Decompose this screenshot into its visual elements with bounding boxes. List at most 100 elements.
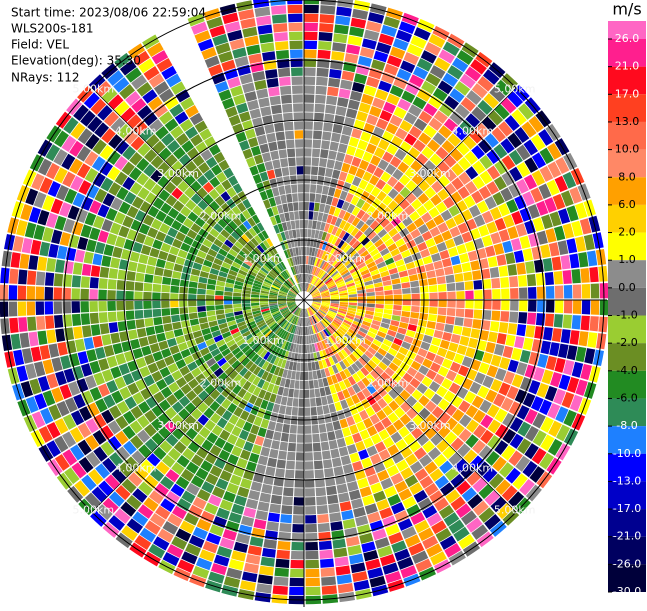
radar-bin: [409, 210, 421, 222]
radar-bin: [245, 553, 261, 565]
radar-bin: [329, 290, 339, 294]
radar-bin: [243, 370, 253, 380]
radar-bin: [272, 113, 283, 124]
radar-bin: [259, 269, 268, 277]
radar-bin: [373, 490, 387, 503]
radar-bin: [562, 314, 572, 329]
radar-bin: [310, 398, 316, 407]
colorbar-segment: [608, 94, 646, 122]
radar-bin: [304, 380, 309, 389]
radar-bin: [33, 224, 45, 241]
radar-bin: [343, 61, 357, 73]
radar-bin: [399, 389, 411, 401]
radar-bin: [175, 335, 186, 345]
radar-bin: [198, 317, 208, 324]
radar-bin: [105, 207, 118, 222]
radar-bin: [235, 276, 245, 283]
radar-bin: [222, 410, 233, 421]
radar-bin: [244, 348, 254, 357]
radar-bin: [422, 334, 433, 344]
radar-bin: [362, 151, 373, 163]
radar-bin: [262, 180, 272, 190]
radar-bin: [325, 279, 334, 286]
radar-bin: [370, 482, 383, 494]
radar-bin: [249, 326, 259, 334]
radar-bin: [531, 447, 547, 465]
radar-bin: [215, 394, 226, 405]
radar-bin: [257, 24, 273, 35]
radar-bin: [422, 440, 436, 454]
radar-bin: [356, 209, 366, 220]
radar-bin: [175, 377, 187, 388]
radar-bin: [425, 413, 438, 426]
range-label: 5.00km: [72, 82, 114, 95]
radar-bin: [507, 323, 518, 335]
radar-bin: [419, 454, 433, 468]
radar-bin: [184, 186, 196, 199]
radar-bin: [406, 239, 417, 249]
radar-bin: [271, 206, 279, 216]
radar-bin: [521, 121, 537, 138]
radar-bin: [365, 216, 375, 227]
radar-bin: [328, 234, 335, 244]
radar-bin: [238, 250, 248, 259]
radar-bin: [283, 487, 294, 497]
radar-bin: [46, 373, 59, 389]
radar-bin: [251, 307, 261, 312]
radar-bin: [339, 253, 348, 262]
radar-bin: [188, 345, 199, 355]
radar-bin: [282, 387, 289, 397]
radar-bin: [309, 389, 315, 398]
radar-bin: [150, 468, 165, 482]
radar-bin: [188, 504, 203, 518]
radar-bin: [394, 148, 407, 161]
radar-bin: [519, 349, 531, 364]
radar-bin: [178, 193, 190, 205]
radar-bin: [350, 252, 360, 261]
radar-bin: [183, 235, 194, 246]
radar-bin: [357, 330, 367, 338]
radar-bin: [490, 378, 503, 393]
radar-bin: [208, 64, 223, 77]
radar-bin: [511, 109, 527, 126]
radar-bin: [265, 69, 278, 79]
range-ring: [3, 0, 605, 601]
radar-bin: [318, 32, 333, 42]
radar-bin: [80, 301, 90, 313]
radar-bin: [369, 134, 381, 147]
radar-bin: [251, 444, 262, 455]
radar-bin: [205, 473, 219, 486]
radar-bin: [191, 351, 202, 361]
radar-bin: [437, 398, 450, 411]
radar-bin: [375, 291, 384, 296]
radar-bin: [151, 370, 163, 383]
radar-bin: [320, 288, 329, 294]
radar-bin: [108, 405, 122, 419]
radar-bin: [198, 426, 211, 439]
colorbar-label: -6.0: [616, 391, 637, 404]
radar-bin: [213, 367, 224, 378]
radar-bin: [272, 267, 280, 275]
radar-bin: [273, 356, 280, 366]
radar-bin: [353, 73, 368, 85]
radar-bin: [258, 389, 267, 399]
radar-bin: [296, 335, 300, 344]
radar-bin: [250, 145, 261, 157]
radar-bin: [393, 294, 402, 300]
radar-bin: [147, 96, 163, 111]
radar-bin: [194, 120, 208, 133]
radar-bin: [531, 246, 542, 260]
radar-bin: [191, 268, 201, 277]
radar-bin: [212, 33, 229, 46]
radar-bin: [286, 221, 292, 231]
radar-bin: [487, 434, 501, 450]
radar-bin: [516, 144, 531, 161]
radar-bin: [201, 481, 215, 494]
radar-bin: [144, 520, 161, 535]
radar-bin: [231, 426, 242, 437]
radar-bin: [175, 132, 189, 146]
radar-bin: [518, 287, 528, 299]
radar-bin: [160, 498, 176, 513]
radar-bin: [189, 112, 204, 126]
radar-bin: [525, 425, 539, 442]
